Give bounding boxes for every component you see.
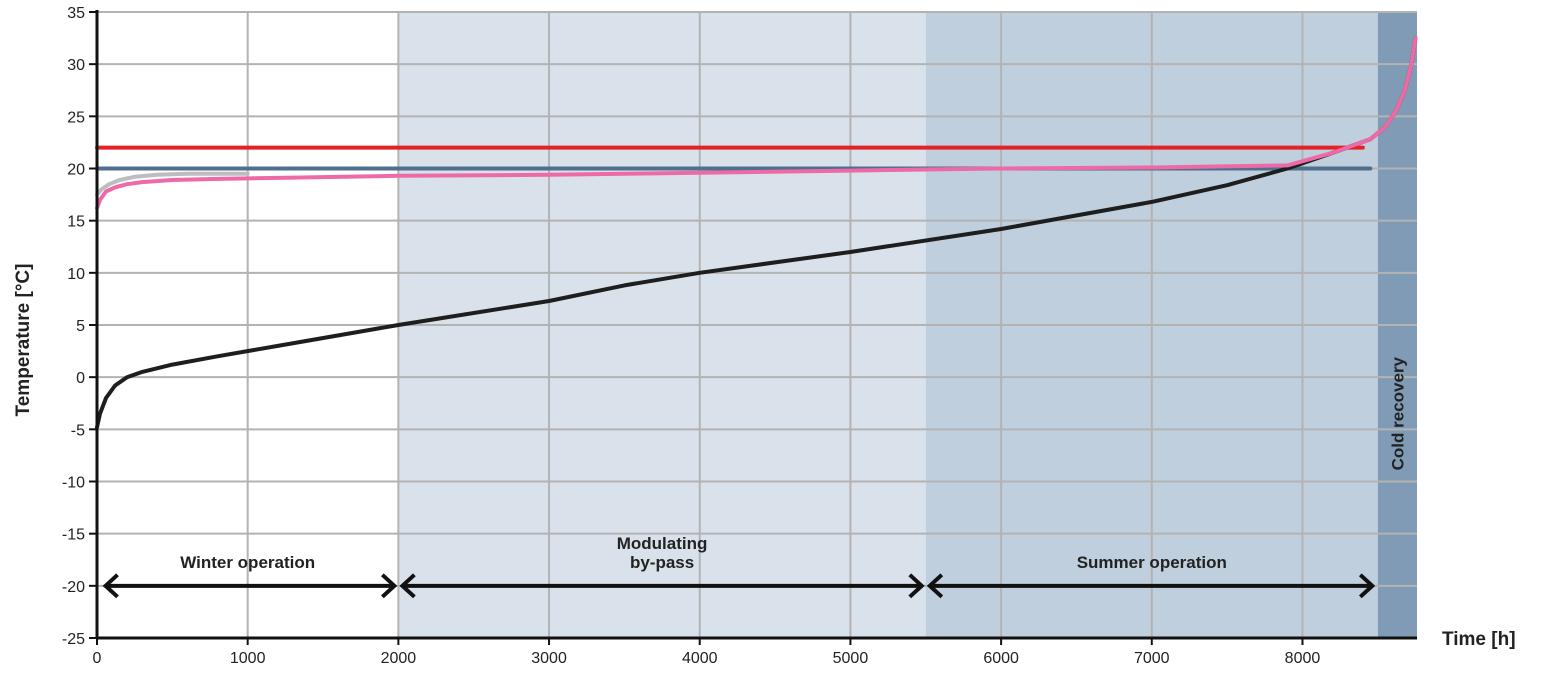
x-tick-label: 8000 bbox=[1285, 650, 1321, 667]
arrow-head-left bbox=[102, 573, 119, 599]
series bbox=[95, 36, 1418, 430]
y-axis-title: Temperature [°C] bbox=[13, 264, 34, 417]
y-tick-label: 35 bbox=[67, 5, 85, 22]
x-tick-label: 6000 bbox=[983, 650, 1019, 667]
series-line-5 bbox=[95, 36, 1418, 211]
y-tick-label: 30 bbox=[67, 57, 85, 74]
zone-label-line: by-pass bbox=[630, 553, 694, 572]
x-tick-label: 7000 bbox=[1134, 650, 1170, 667]
x-tick-label: 3000 bbox=[531, 650, 567, 667]
y-tick-label: 25 bbox=[67, 109, 85, 126]
x-axis-title: Time [h] bbox=[1442, 629, 1516, 650]
x-tick-label: 5000 bbox=[833, 650, 869, 667]
y-tick-label: 20 bbox=[67, 162, 85, 179]
y-tick-label: -25 bbox=[62, 631, 85, 648]
x-tick-label: 4000 bbox=[682, 650, 718, 667]
x-tick-label: 2000 bbox=[381, 650, 417, 667]
arrow-head-right bbox=[1358, 573, 1376, 599]
y-tick-label: 10 bbox=[67, 266, 85, 283]
x-tick-label: 0 bbox=[93, 650, 102, 667]
zone-label-line: Winter operation bbox=[180, 553, 315, 572]
axes: -25 -20 -15 -10 -5 0 5 10 15 20 25 30 35 0 1000 2000 300… bbox=[62, 5, 1417, 667]
y-tick-label: -20 bbox=[62, 579, 85, 596]
zone-label-line: Modulating bbox=[617, 534, 708, 553]
y-tick-label: -5 bbox=[71, 422, 85, 439]
y-tick-label: -15 bbox=[62, 527, 85, 544]
zone-label-vertical: Cold recovery bbox=[1388, 356, 1407, 470]
arrow-head-left bbox=[399, 573, 416, 599]
y-tick-label: 0 bbox=[76, 370, 85, 387]
zone-label-line: Summer operation bbox=[1077, 553, 1227, 572]
y-tick-label: 5 bbox=[76, 318, 85, 335]
y-tick-label: -10 bbox=[62, 475, 85, 492]
series-line-3 bbox=[95, 171, 250, 197]
arrow-head-left bbox=[926, 573, 944, 599]
arrow-head-right bbox=[908, 573, 925, 599]
operation-arrows bbox=[102, 573, 1376, 599]
x-tick-label: 1000 bbox=[230, 650, 266, 667]
arrow-head-right bbox=[381, 573, 398, 599]
y-tick-label: 15 bbox=[67, 214, 85, 231]
